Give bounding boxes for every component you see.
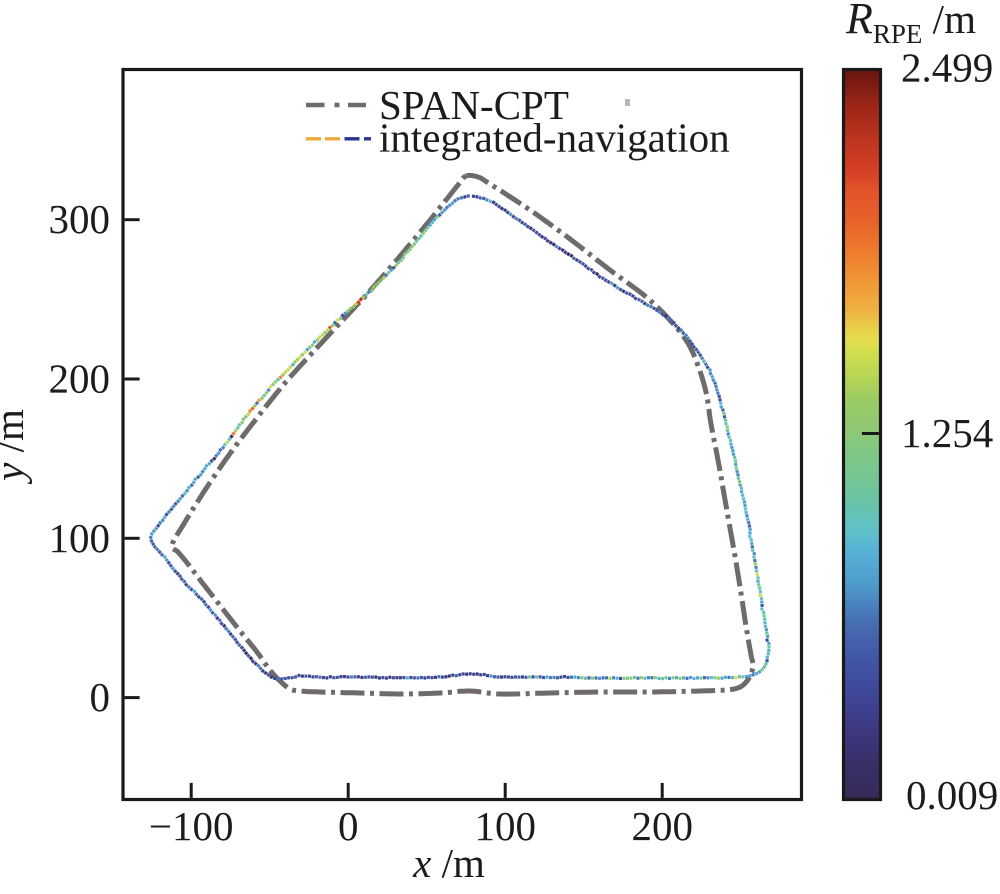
svg-text:0.009: 0.009 [906,772,998,818]
svg-text:x /m: x /m [412,840,485,886]
svg-text:y /m: y /m [0,409,32,485]
svg-text:2.499: 2.499 [901,45,993,91]
svg-text:300: 300 [49,196,111,242]
svg-text:1.254: 1.254 [901,410,993,456]
svg-text:0: 0 [90,674,111,720]
svg-text:RRPE /m: RRPE /m [845,0,976,49]
svg-text:100: 100 [474,803,536,849]
svg-text:−100: −100 [149,803,234,849]
svg-text:100: 100 [49,515,111,561]
svg-text:200: 200 [631,803,693,849]
svg-text:200: 200 [49,356,111,402]
svg-text:integrated-navigation: integrated-navigation [379,115,730,161]
svg-text:0: 0 [338,803,359,849]
svg-text:SPAN-CPT: SPAN-CPT [379,82,569,128]
